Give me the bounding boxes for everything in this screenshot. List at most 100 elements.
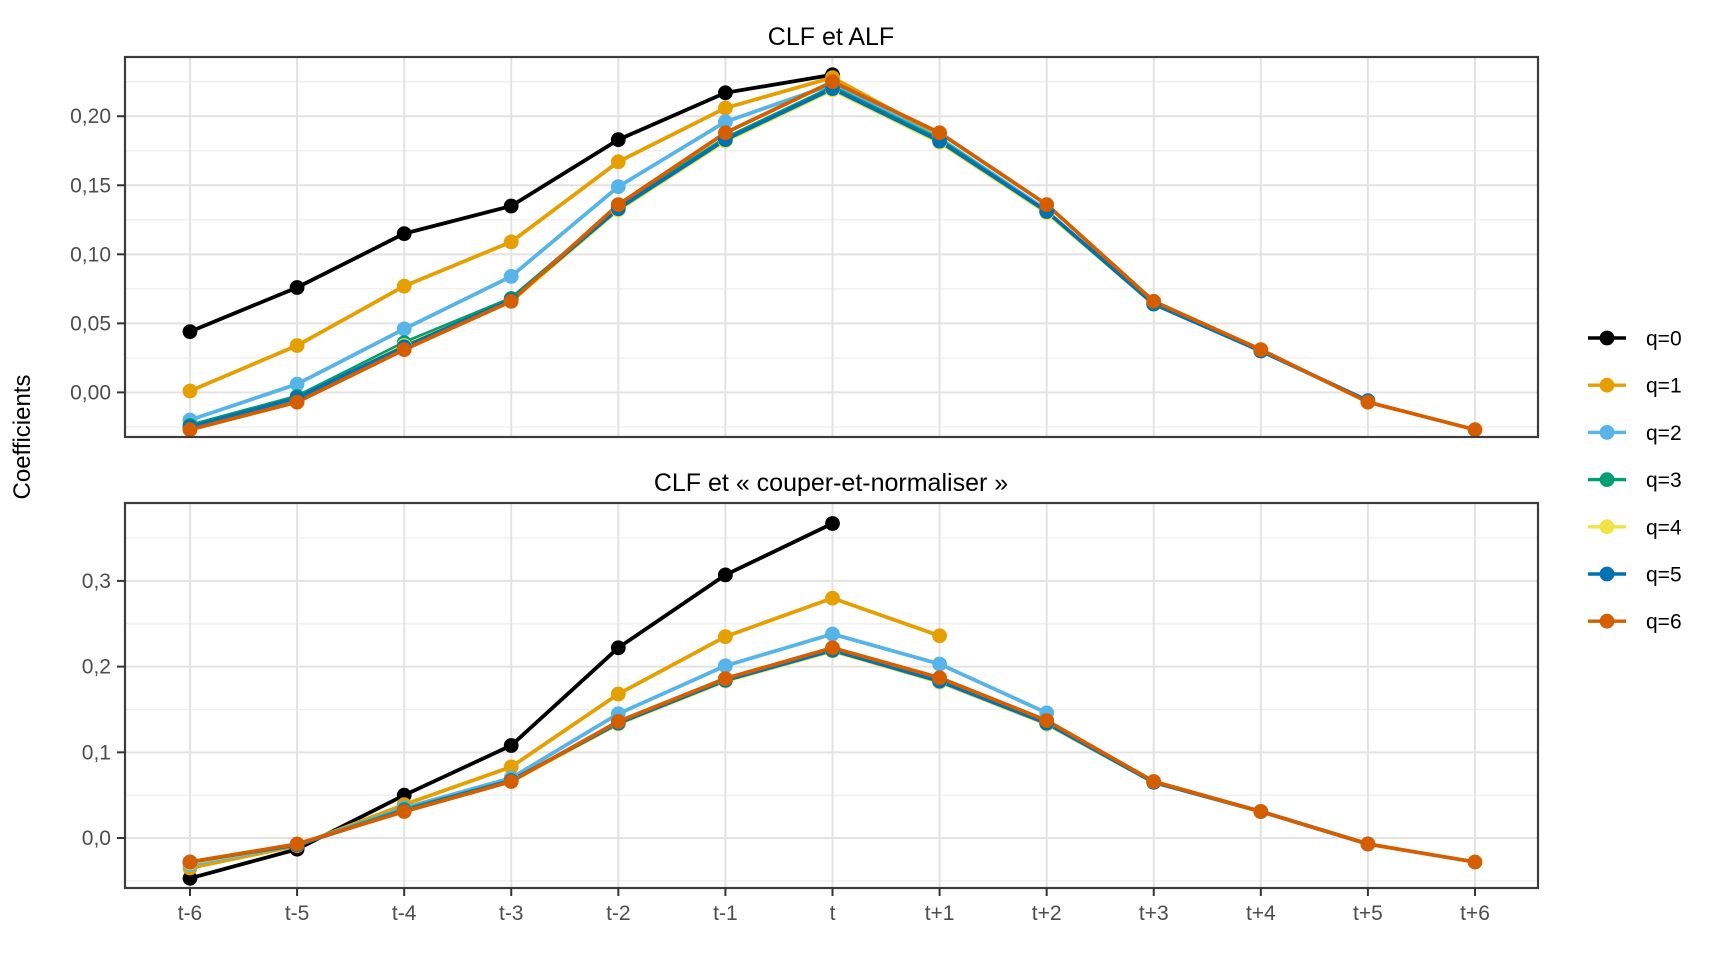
data-point-q=6-t+1 — [932, 125, 947, 141]
panel-title-top: CLF et ALF — [768, 23, 894, 51]
data-point-q=0-t-6 — [182, 324, 198, 339]
data-point-q=6-t-5 — [289, 394, 305, 410]
legend-label-q=4: q=4 — [1646, 516, 1682, 539]
x-tick-label: t-2 — [606, 902, 631, 925]
y-tick-label: 0,3 — [82, 570, 111, 593]
data-point-q=1-t-5 — [289, 338, 305, 353]
data-point-q=1-t-3 — [503, 234, 519, 250]
data-point-q=0-t-2 — [610, 640, 626, 656]
x-tick-label: t-1 — [713, 902, 738, 925]
data-point-q=0-t-1 — [718, 85, 733, 101]
data-point-q=6-t — [825, 640, 840, 656]
x-tick-label: t+6 — [1460, 902, 1490, 925]
y-tick-label: 0,00 — [70, 381, 111, 404]
data-point-q=1-t-6 — [182, 383, 198, 399]
x-tick-label: t-6 — [178, 902, 203, 925]
legend-key-dot-q=2 — [1599, 425, 1615, 440]
data-point-q=6-t-4 — [396, 804, 412, 819]
x-tick-label: t-5 — [285, 902, 310, 925]
y-tick-label: 0,1 — [82, 741, 111, 764]
data-point-q=6-t+5 — [1360, 394, 1376, 410]
data-point-q=6-t-1 — [718, 125, 733, 141]
data-point-q=2-t-4 — [396, 321, 412, 337]
x-tick-label: t+1 — [925, 902, 955, 925]
data-point-q=6-t-3 — [503, 774, 519, 789]
data-point-q=6-t+6 — [1467, 854, 1483, 870]
data-point-q=6-t-6 — [182, 854, 198, 870]
x-tick-label: t+4 — [1246, 902, 1276, 925]
y-tick-label: 0,05 — [70, 312, 111, 335]
data-point-q=0-t-1 — [718, 567, 733, 583]
data-point-q=2-t-1 — [718, 114, 733, 130]
legend-key-dot-q=1 — [1599, 377, 1615, 393]
data-point-q=6-t-2 — [610, 197, 626, 213]
data-point-q=1-t-4 — [396, 278, 412, 294]
legend-key-dot-q=6 — [1599, 613, 1615, 629]
data-point-q=6-t — [825, 74, 840, 90]
data-point-q=6-t+2 — [1039, 197, 1055, 213]
data-point-q=0-t-4 — [396, 226, 412, 242]
data-point-q=6-t-1 — [718, 671, 733, 686]
legend-label-q=1: q=1 — [1646, 375, 1682, 398]
data-point-q=1-t+1 — [932, 628, 947, 644]
legend-label-q=2: q=2 — [1646, 422, 1682, 445]
data-point-q=0-t-5 — [289, 280, 305, 295]
y-tick-label: 0,20 — [70, 105, 111, 128]
x-tick-label: t+5 — [1353, 902, 1383, 925]
data-point-q=6-t+2 — [1039, 713, 1055, 728]
data-point-q=1-t-2 — [610, 154, 626, 170]
data-point-q=1-t-1 — [718, 100, 733, 116]
series-line-q=1 — [189, 75, 941, 393]
legend-key-dot-q=0 — [1599, 330, 1615, 346]
data-point-q=6-t-5 — [289, 836, 305, 852]
data-point-q=6-t-4 — [396, 342, 412, 357]
data-point-q=6-t+4 — [1253, 342, 1269, 357]
data-point-q=6-t+5 — [1360, 836, 1376, 852]
data-point-q=2-t+1 — [932, 656, 947, 672]
panel-border-top — [123, 55, 1540, 439]
data-point-q=0-t-3 — [503, 738, 519, 753]
legend-key-dot-q=4 — [1599, 519, 1615, 535]
data-point-q=0-t — [825, 516, 840, 531]
series-line-q=5 — [189, 86, 1369, 429]
data-point-q=0-t-6 — [182, 870, 198, 886]
data-point-q=6-t-3 — [503, 293, 519, 309]
data-point-q=6-t-2 — [610, 714, 626, 729]
y-tick-label: 0,2 — [82, 656, 111, 679]
data-point-q=2-t-1 — [718, 658, 733, 674]
data-point-q=6-t+3 — [1146, 293, 1162, 309]
data-point-q=6-t-6 — [182, 422, 198, 438]
legend-label-q=3: q=3 — [1646, 469, 1682, 492]
y-tick-label: 0,0 — [82, 827, 111, 850]
chart-render-root: 0,00 0,05 0,10 0,15 0,20 0,0 0,1 0,2 0,3 t-6 t-5 t-… — [70, 55, 1682, 925]
data-point-q=1-t — [825, 590, 840, 606]
legend-key-dot-q=5 — [1599, 566, 1615, 582]
x-tick-label: t — [830, 902, 836, 925]
data-point-q=6-t+1 — [932, 670, 947, 686]
legend-key-dot-q=3 — [1599, 472, 1615, 487]
data-point-q=0-t-2 — [610, 132, 626, 148]
data-point-q=2-t-2 — [610, 179, 626, 195]
x-tick-label: t+2 — [1032, 902, 1062, 925]
data-point-q=2-t — [825, 626, 840, 642]
data-point-q=1-t-3 — [503, 759, 519, 775]
y-tick-label: 0,10 — [70, 243, 111, 266]
data-point-q=0-t-3 — [503, 198, 519, 214]
legend-label-q=0: q=0 — [1646, 328, 1682, 351]
y-axis-label: Coefficients — [9, 375, 36, 500]
x-tick-label: t-3 — [499, 902, 524, 925]
x-tick-label: t+3 — [1139, 902, 1169, 925]
data-point-q=1-t-2 — [610, 686, 626, 702]
data-point-q=2-t-3 — [503, 269, 519, 284]
data-point-q=1-t-1 — [718, 629, 733, 644]
legend-label-q=5: q=5 — [1646, 564, 1682, 587]
data-point-q=6-t+6 — [1467, 422, 1483, 438]
data-point-q=2-t-5 — [289, 376, 305, 392]
data-point-q=6-t+3 — [1146, 774, 1162, 789]
data-point-q=6-t+4 — [1253, 804, 1269, 819]
x-tick-label: t-4 — [392, 902, 417, 925]
legend-label-q=6: q=6 — [1646, 611, 1682, 634]
panel-title-bottom: CLF et « couper-et-normaliser » — [654, 469, 1008, 497]
